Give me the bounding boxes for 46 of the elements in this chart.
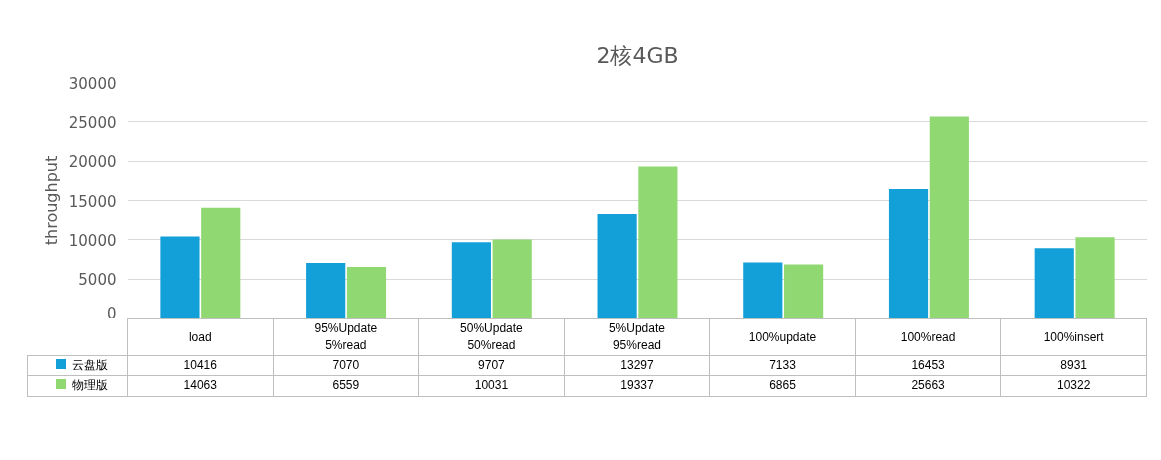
- y-tick-label: 5000: [78, 271, 117, 290]
- data-label: 6865: [709, 375, 856, 397]
- bar: [1075, 237, 1115, 318]
- data-label: 10031: [418, 375, 565, 397]
- data-label: 7133: [709, 355, 856, 376]
- x-tick-label: load: [127, 318, 274, 356]
- x-tick-label: 95%Update 5%read: [273, 318, 419, 356]
- bar: [346, 266, 387, 318]
- data-label: 7070: [273, 355, 419, 376]
- y-axis-title: throughput: [41, 155, 61, 246]
- bar: [160, 236, 200, 318]
- data-label: 14063: [127, 375, 274, 397]
- bar: [784, 264, 824, 318]
- x-tick-label: 100%insert: [1000, 318, 1147, 356]
- y-tick-label: 20000: [68, 153, 117, 172]
- data-label: 19337: [564, 375, 710, 397]
- bar: [888, 189, 929, 318]
- data-label: 13297: [564, 355, 710, 376]
- data-label: 10322: [1000, 375, 1147, 397]
- data-label: 9707: [418, 355, 565, 376]
- data-label: 25663: [855, 375, 1001, 397]
- data-label: 16453: [855, 355, 1001, 376]
- legend-label: 物理版: [27, 375, 128, 397]
- bar: [201, 207, 241, 318]
- data-label: 8931: [1000, 355, 1147, 376]
- data-label: 6559: [273, 375, 419, 397]
- x-tick-label: 5%Update 95%read: [564, 318, 710, 356]
- bar: [451, 242, 491, 318]
- y-tick-label: 15000: [68, 192, 117, 211]
- bar: [743, 262, 783, 318]
- bar: [306, 262, 346, 318]
- y-tick-label: 30000: [68, 74, 117, 93]
- x-tick-label: 100%read: [855, 318, 1001, 356]
- x-tick-label: 50%Update 50%read: [418, 318, 565, 356]
- bar: [597, 213, 637, 318]
- x-tick-label: 100%update: [709, 318, 856, 356]
- y-tick-label: 25000: [68, 113, 117, 132]
- bar: [1034, 248, 1074, 318]
- y-tick-label: 0: [106, 304, 117, 323]
- legend-label: 云盘版: [27, 355, 128, 376]
- bar: [492, 239, 532, 318]
- bar: [929, 116, 969, 318]
- y-tick-label: 10000: [68, 231, 117, 250]
- chart-title: 2核4GB: [596, 42, 679, 68]
- bar: [638, 166, 678, 318]
- data-label: 10416: [127, 355, 274, 376]
